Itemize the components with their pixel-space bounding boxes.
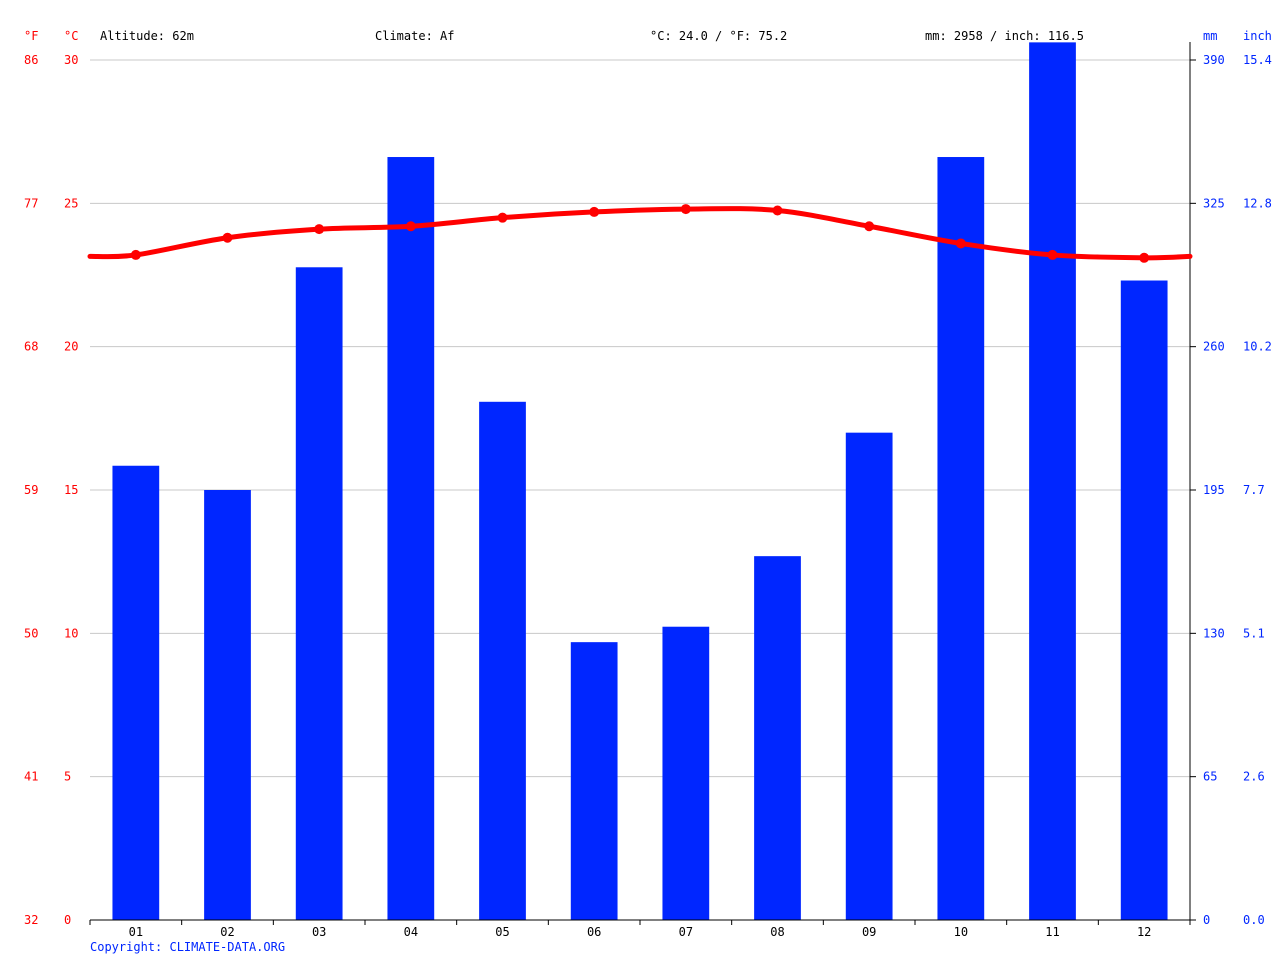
fahrenheit-tick-label: 59 <box>24 483 38 497</box>
inch-tick-label: 10.2 <box>1243 340 1272 354</box>
mm-tick-label: 0 <box>1203 913 1210 927</box>
precipitation-bar <box>112 465 160 920</box>
mm-tick-label: 130 <box>1203 626 1225 640</box>
celsius-tick-label: 5 <box>64 770 71 784</box>
celsius-tick-label: 30 <box>64 53 78 67</box>
month-label: 06 <box>587 925 601 939</box>
altitude-label: Altitude: 62m <box>100 29 194 43</box>
temperature-point <box>222 232 233 243</box>
month-label: 01 <box>129 925 143 939</box>
precipitation-bar <box>754 556 801 920</box>
precipitation-bar <box>1029 42 1076 921</box>
fahrenheit-tick-label: 50 <box>24 626 38 640</box>
precipitation-bar <box>295 267 343 920</box>
mm-tick-label: 390 <box>1203 53 1225 67</box>
temperature-point <box>497 212 508 223</box>
inch-tick-label: 5.1 <box>1243 626 1265 640</box>
fahrenheit-tick-label: 32 <box>24 913 38 927</box>
avg-temperature-label: °C: 24.0 / °F: 75.2 <box>650 29 787 43</box>
mm-unit-label: mm <box>1203 29 1217 43</box>
inch-tick-label: 15.4 <box>1243 53 1272 67</box>
celsius-tick-label: 15 <box>64 483 78 497</box>
month-label: 11 <box>1045 925 1059 939</box>
month-labels: 01 02 03 04 05 06 07 08 09 10 11 12 <box>129 925 1152 939</box>
temperature-point <box>589 206 600 217</box>
month-label: 09 <box>862 925 876 939</box>
inch-tick-label: 7.7 <box>1243 483 1265 497</box>
inch-tick-label: 12.8 <box>1243 196 1272 210</box>
month-label: 02 <box>220 925 234 939</box>
precipitation-bar <box>570 642 618 920</box>
temperature-curve <box>87 206 1193 261</box>
inch-tick-label: 0.0 <box>1243 913 1265 927</box>
celsius-tick-label: 10 <box>64 626 78 640</box>
mm-tick-label: 325 <box>1203 196 1225 210</box>
celsius-tick-label: 25 <box>64 196 78 210</box>
fahrenheit-tick-label: 41 <box>24 770 38 784</box>
month-label: 10 <box>954 925 968 939</box>
month-label: 08 <box>770 925 784 939</box>
mm-tick-label: 260 <box>1203 340 1225 354</box>
precipitation-bars <box>112 42 1168 921</box>
mm-tick-label: 195 <box>1203 483 1225 497</box>
temperature-point <box>130 249 141 260</box>
fahrenheit-tick-label: 77 <box>24 196 38 210</box>
precipitation-bar <box>937 157 985 920</box>
temperature-point <box>314 224 325 235</box>
inch-unit-label: inch <box>1243 29 1272 43</box>
total-precipitation-label: mm: 2958 / inch: 116.5 <box>925 29 1084 43</box>
month-label: 04 <box>404 925 418 939</box>
chart-header: Altitude: 62m Climate: Af °C: 24.0 / °F:… <box>100 29 1084 43</box>
inch-tick-label: 2.6 <box>1243 770 1265 784</box>
temperature-point <box>680 204 691 215</box>
month-label: 12 <box>1137 925 1151 939</box>
precipitation-bar <box>1120 280 1168 920</box>
climate-label: Climate: Af <box>375 29 454 43</box>
month-label: 05 <box>495 925 509 939</box>
month-label: 07 <box>679 925 693 939</box>
celsius-tick-label: 20 <box>64 340 78 354</box>
fahrenheit-tick-label: 68 <box>24 340 38 354</box>
copyright-link[interactable]: Copyright: CLIMATE-DATA.ORG <box>90 940 286 954</box>
axes <box>89 42 1196 925</box>
precipitation-bar <box>204 490 251 920</box>
temperature-point <box>1047 249 1058 260</box>
mm-tick-label: 65 <box>1203 770 1217 784</box>
celsius-unit-label: °C <box>64 29 78 43</box>
grid-lines <box>90 59 1190 778</box>
precipitation-bar <box>662 626 710 920</box>
axis-units: °F °C mm inch <box>24 29 1272 43</box>
precipitation-bar <box>479 401 526 920</box>
temperature-point <box>955 238 966 249</box>
temperature-line <box>87 204 1193 263</box>
month-label: 03 <box>312 925 326 939</box>
fahrenheit-tick-label: 86 <box>24 53 38 67</box>
temperature-point <box>772 205 783 216</box>
temperature-point <box>1139 252 1150 263</box>
celsius-tick-label: 0 <box>64 913 71 927</box>
temperature-point <box>864 221 875 232</box>
temperature-point <box>405 221 416 232</box>
fahrenheit-unit-label: °F <box>24 29 38 43</box>
precipitation-bar <box>845 432 893 920</box>
tick-labels: 32 0 0 0.0 41 5 65 2.6 50 10 130 5.1 59 15 195 7.7 68 20 2… <box>24 53 1272 927</box>
precipitation-bar <box>387 157 435 920</box>
